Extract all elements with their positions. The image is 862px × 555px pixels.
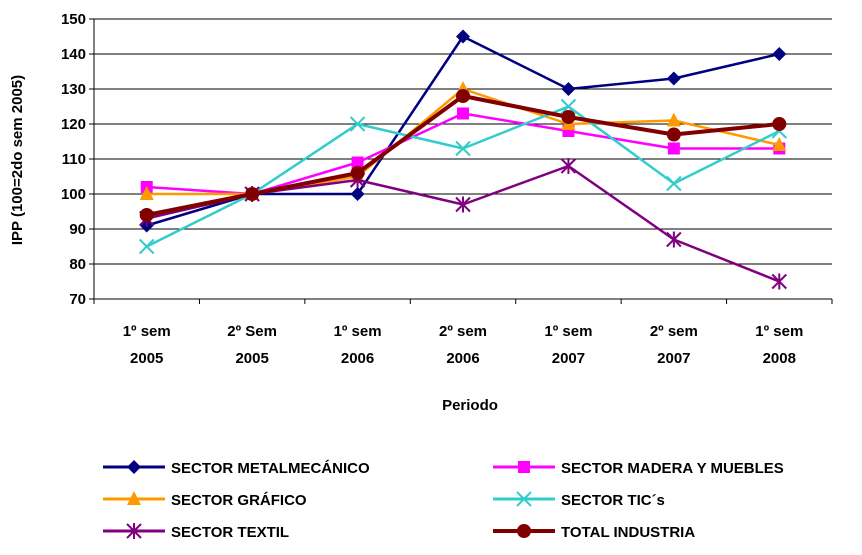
data-point (350, 166, 365, 180)
series-3 (139, 98, 787, 255)
legend-swatch-marker (127, 491, 141, 505)
y-tick-label: 120 (61, 116, 86, 133)
x-tick-label-line: 2008 (763, 350, 796, 367)
data-point (349, 116, 366, 132)
y-tick-label: 80 (69, 256, 86, 273)
legend-label: SECTOR GRÁFICO (171, 492, 307, 509)
data-point (139, 238, 155, 255)
legend-swatch-marker (127, 460, 141, 474)
data-point (560, 158, 577, 174)
data-point (139, 208, 154, 222)
data-point (666, 127, 681, 142)
legend-label: SECTOR METALMECÁNICO (171, 460, 370, 477)
legend-label: TOTAL INDUSTRIA (561, 524, 695, 541)
y-tick-label: 110 (62, 151, 86, 168)
legend-swatch-marker (518, 461, 530, 473)
y-tick-label: 70 (69, 291, 86, 308)
data-point (666, 71, 681, 86)
data-point (455, 196, 471, 213)
x-tick-label-line: 1º sem (544, 323, 592, 340)
legend-item: SECTOR METALMECÁNICO (103, 460, 370, 477)
legend-item: SECTOR GRÁFICO (103, 491, 307, 509)
data-point (351, 156, 364, 169)
x-tick-label-line: 1º sem (123, 323, 171, 340)
data-point (667, 142, 680, 155)
x-tick-label: 2º sem 2006 (439, 323, 487, 367)
series-line (146, 112, 780, 196)
series-layer (139, 29, 787, 290)
series-1 (140, 107, 786, 200)
data-point (139, 186, 154, 200)
data-point (771, 273, 787, 290)
data-point (561, 110, 576, 124)
series-5 (139, 89, 787, 222)
y-tick-label: 100 (61, 186, 86, 203)
legend-item: SECTOR TEXTIL (103, 523, 289, 541)
y-axis-label: IPP (100=2do sem 2005) (9, 75, 26, 245)
x-tick-label-line: 2006 (341, 350, 374, 367)
legend-swatch-marker (517, 524, 531, 538)
x-tick-label: 1º sem 2008 (755, 323, 803, 367)
y-tick-label: 90 (69, 221, 86, 238)
legend-label: SECTOR TEXTIL (171, 524, 289, 541)
x-tick-label-line: 2005 (130, 350, 163, 367)
legend-item: SECTOR TIC´s (493, 491, 665, 509)
x-tick-label: 2º Sem 2005 (227, 323, 277, 367)
legend-label: SECTOR TIC´s (561, 492, 665, 509)
x-tick-label-line: 2º sem (650, 323, 698, 340)
data-point (561, 82, 576, 96)
x-tick-label-line: 2005 (235, 350, 268, 367)
data-point (666, 175, 682, 192)
data-point (560, 98, 577, 115)
x-tick-label: 1º sem 2006 (334, 323, 382, 367)
data-point (457, 107, 469, 120)
x-tick-label: 2º sem 2007 (650, 323, 698, 367)
data-point (772, 137, 787, 151)
legend-swatch-marker (516, 491, 532, 507)
x-tick-label-line: 2007 (657, 350, 690, 367)
legend-item: TOTAL INDUSTRIA (493, 524, 695, 541)
data-point (456, 29, 470, 44)
x-tick-label-line: 2006 (446, 350, 479, 367)
data-point (456, 89, 470, 103)
data-point (666, 231, 682, 248)
y-tick-label: 150 (61, 11, 86, 28)
legend-swatch-marker (126, 523, 142, 539)
data-point (772, 117, 787, 131)
legend-label: SECTOR MADERA Y MUEBLES (561, 460, 784, 477)
series-line (146, 105, 780, 248)
series-4 (139, 158, 787, 290)
data-point (350, 187, 365, 201)
y-axis-ticks: 70 80 90 100 110 120 130 140 150 (61, 11, 94, 308)
x-tick-label-line: 2º Sem (227, 323, 277, 340)
x-axis-label: Periodo (442, 397, 498, 414)
x-tick-label: 1º sem 2007 (544, 323, 592, 367)
data-point (245, 187, 260, 201)
x-tick-label-line: 1º sem (755, 323, 803, 340)
x-tick-label-line: 2007 (552, 350, 585, 367)
x-tick-label-line: 1º sem (334, 323, 382, 340)
x-tick-label: 1º sem 2005 (123, 323, 171, 367)
data-point (772, 47, 787, 61)
y-tick-label: 140 (61, 46, 86, 63)
legend-item: SECTOR MADERA Y MUEBLES (493, 460, 784, 477)
legend: SECTOR METALMECÁNICO SECTOR MADERA Y MUEB… (103, 460, 784, 541)
data-point (666, 112, 681, 127)
gridlines (94, 18, 832, 265)
x-axis-ticks: 1º sem 2005 2º Sem 2005 1º sem 2006 2º sem 2006… (93, 299, 833, 367)
data-point (455, 140, 471, 157)
x-tick-label-line: 2º sem (439, 323, 487, 340)
y-tick-label: 130 (61, 81, 86, 98)
